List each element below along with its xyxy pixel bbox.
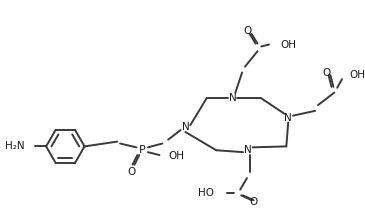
Text: O: O [323, 68, 331, 78]
Text: P: P [139, 145, 146, 155]
Text: HO: HO [198, 187, 214, 198]
Text: OH: OH [350, 70, 365, 80]
Text: N: N [228, 93, 237, 103]
Text: OH: OH [281, 40, 296, 50]
Text: N: N [244, 145, 252, 155]
Text: O: O [250, 197, 258, 207]
Text: O: O [244, 26, 252, 36]
Text: O: O [127, 167, 136, 177]
Text: OH: OH [168, 151, 184, 161]
Text: H₂N: H₂N [5, 141, 25, 151]
Text: N: N [181, 122, 189, 132]
Text: N: N [284, 113, 292, 123]
